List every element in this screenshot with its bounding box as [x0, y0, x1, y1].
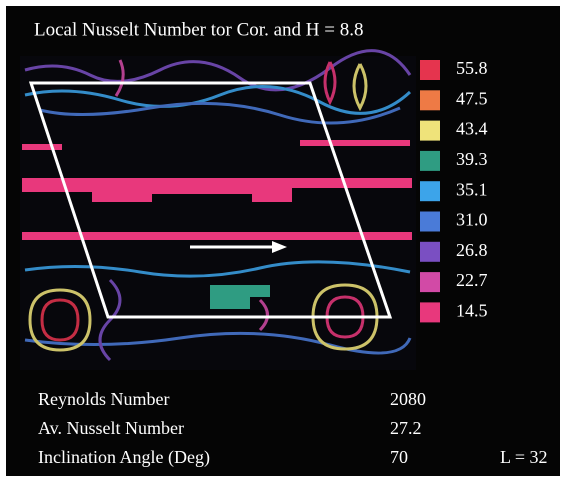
stat-label: Reynolds Number — [38, 389, 169, 409]
note: L = 32 — [500, 447, 547, 467]
legend-label: 22.7 — [456, 270, 488, 290]
stat-value: 2080 — [390, 389, 426, 409]
title: Local Nusselt Number tor Cor. and H = 8.… — [34, 19, 363, 40]
stat-value: 27.2 — [390, 418, 422, 438]
legend-label: 35.1 — [456, 179, 488, 199]
legend-swatch — [420, 272, 440, 293]
legend-swatch — [420, 150, 440, 171]
legend-label: 31.0 — [456, 210, 488, 230]
legend-label: 14.5 — [456, 301, 488, 321]
legend-label: 39.3 — [456, 149, 488, 169]
legend-swatch — [420, 211, 440, 232]
legend-label: 47.5 — [456, 88, 488, 108]
legend-swatch — [420, 302, 440, 323]
legend-label: 43.4 — [456, 119, 488, 139]
legend-swatch — [420, 241, 440, 262]
stats: Reynolds Number 2080 Av. Nusselt Number 27.… — [38, 389, 426, 468]
legend-label: 26.8 — [456, 240, 488, 260]
stat-value: 70 — [390, 447, 408, 467]
legend-swatch — [420, 181, 440, 202]
legend-label: 55.8 — [456, 58, 488, 78]
contour-image — [20, 49, 416, 370]
domain-outline — [28, 81, 393, 319]
legend-swatch — [420, 90, 440, 111]
legend-swatch — [420, 120, 440, 141]
stat-label: Inclination Angle (Deg) — [38, 447, 210, 468]
stat-label: Av. Nusselt Number — [38, 418, 184, 438]
legend: 55.8 47.5 43.4 39.3 35.1 31.0 26.8 22.7 14.5 — [420, 58, 488, 323]
legend-swatch — [420, 60, 440, 80]
flow-arrow — [190, 241, 287, 253]
